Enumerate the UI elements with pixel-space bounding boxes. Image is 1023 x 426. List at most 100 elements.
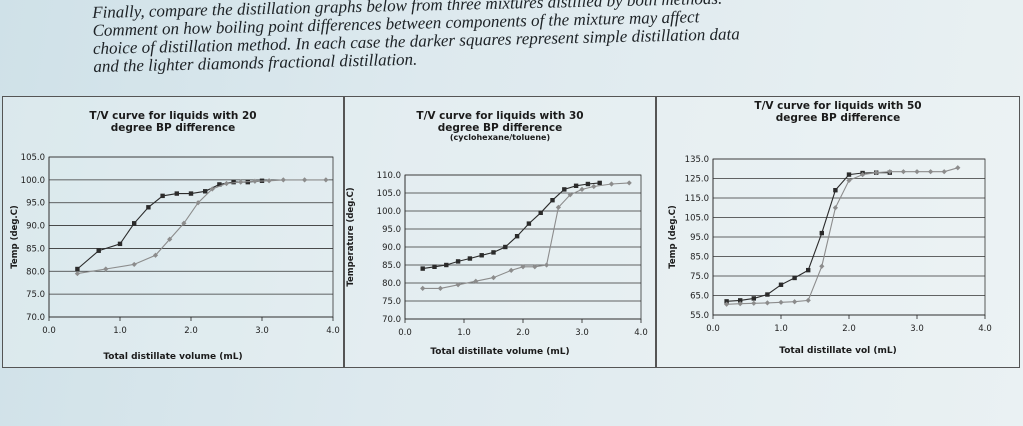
- fractional-distillation-point: [266, 178, 272, 184]
- y-tick-label: 80.0: [382, 279, 401, 289]
- fractional-distillation-point: [420, 285, 426, 291]
- x-tick-label: 1.0: [457, 328, 471, 338]
- simple-distillation-point: [444, 262, 449, 268]
- x-tick-label: 2.0: [842, 324, 856, 334]
- x-tick-label: 3.0: [255, 326, 269, 336]
- simple-distillation-point: [217, 182, 222, 187]
- fractional-distillation-point: [955, 165, 961, 171]
- fractional-distillation-point: [490, 275, 497, 281]
- fractional-distillation-point: [928, 169, 934, 175]
- fractional-distillation-point: [280, 177, 286, 183]
- fractional-distillation-point: [437, 285, 443, 291]
- fractional-distillation-point: [544, 262, 550, 268]
- y-tick-label: 95.0: [26, 199, 45, 209]
- x-tick-label: 1.0: [774, 324, 788, 334]
- fractional-distillation-point: [805, 297, 811, 303]
- y-tick-label: 55.0: [690, 311, 709, 321]
- simple-distillation-point: [432, 264, 437, 269]
- simple-distillation-point: [420, 266, 425, 271]
- simple-distillation-point: [514, 234, 520, 239]
- fractional-distillation-point: [792, 299, 798, 305]
- y-tick-label: 75.0: [26, 290, 45, 300]
- y-axis-label: Temp (deg.C): [10, 205, 20, 269]
- x-axis-label: Total distillate volume (mL): [103, 352, 242, 362]
- fractional-distillation-point: [181, 220, 187, 226]
- fractional-distillation-point: [887, 169, 893, 175]
- fractional-distillation-point: [873, 170, 879, 176]
- simple-distillation-point: [479, 253, 484, 258]
- fractional-distillation-point: [846, 177, 852, 184]
- simple-distillation-point: [160, 193, 165, 199]
- plot-area: [48, 156, 334, 318]
- y-tick-label: 75.0: [690, 272, 709, 282]
- fractional-distillation-point: [591, 183, 597, 190]
- fractional-distillation-point: [941, 169, 947, 175]
- chart-title: degree BP difference: [776, 112, 900, 124]
- chart-subtitle: (cyclohexane/toluene): [450, 133, 550, 142]
- fractional-distillation-point: [579, 186, 585, 192]
- fractional-distillation-point: [209, 186, 215, 192]
- fractional-distillation-line: [77, 179, 326, 275]
- x-tick-label: 0.0: [398, 328, 412, 338]
- fractional-distillation-point: [914, 169, 920, 175]
- chart-panel-50-degree: T/V curve for liquids with 50 degree BP d…: [656, 96, 1020, 368]
- x-tick-label: 4.0: [978, 324, 992, 334]
- x-tick-label: 2.0: [516, 328, 530, 338]
- fractional-distillation-point: [302, 177, 308, 183]
- simple-distillation-line: [77, 180, 263, 270]
- y-tick-label: 70.0: [26, 313, 45, 323]
- simple-distillation-point: [132, 221, 137, 226]
- fractional-distillation-point: [103, 266, 109, 272]
- x-tick-label: 2.0: [184, 326, 198, 336]
- fractional-distillation-point: [608, 181, 615, 187]
- simple-distillation-point: [550, 198, 555, 203]
- simple-distillation-point: [765, 292, 770, 297]
- y-tick-label: 85.0: [382, 261, 401, 271]
- x-axis-label: Total distillate volume (mL): [430, 347, 569, 357]
- simple-distillation-point: [188, 191, 194, 196]
- y-tick-label: 115.0: [685, 194, 709, 204]
- simple-distillation-point: [819, 230, 824, 236]
- y-tick-label: 85.0: [690, 253, 709, 263]
- y-tick-label: 100.0: [377, 207, 401, 217]
- x-tick-label: 3.0: [575, 328, 589, 338]
- simple-distillation-point: [538, 210, 543, 215]
- fractional-distillation-point: [764, 300, 770, 306]
- simple-distillation-point: [146, 205, 151, 210]
- fractional-distillation-point: [520, 264, 526, 270]
- simple-distillation-point: [833, 188, 838, 193]
- simple-distillation-point: [597, 180, 602, 186]
- fractional-distillation-point: [508, 267, 514, 273]
- chart-title: T/V curve for liquids with 30: [416, 110, 583, 122]
- y-tick-label: 105.0: [21, 153, 45, 163]
- fractional-distillation-point: [238, 179, 244, 185]
- simple-distillation-point: [585, 181, 591, 187]
- y-tick-label: 90.0: [26, 222, 45, 232]
- fractional-distillation-line: [422, 182, 630, 289]
- simple-distillation-point: [174, 191, 179, 196]
- simple-distillation-point: [806, 267, 811, 273]
- y-axis-label: Temperature (deg.C): [346, 187, 356, 286]
- simple-distillation-point: [75, 266, 80, 272]
- fractional-distillation-point: [323, 177, 329, 183]
- fractional-distillation-point: [167, 236, 173, 242]
- y-tick-label: 95.0: [690, 233, 709, 243]
- y-tick-label: 75.0: [382, 297, 401, 307]
- chart-title: degree BP difference: [111, 122, 235, 134]
- simple-distillation-point: [724, 299, 729, 304]
- x-axis-label: Total distillate vol (mL): [779, 346, 896, 356]
- x-tick-label: 0.0: [42, 326, 56, 336]
- x-tick-label: 4.0: [326, 326, 340, 336]
- simple-distillation-point: [778, 282, 784, 287]
- y-tick-label: 135.0: [685, 155, 709, 165]
- simple-distillation-point: [117, 241, 123, 247]
- chart-title: T/V curve for liquids with 50: [754, 100, 921, 112]
- chart-panel-20-degree: T/V curve for liquids with 20 degree BP d…: [2, 96, 344, 368]
- y-tick-label: 85.0: [26, 244, 45, 254]
- y-tick-label: 70.0: [382, 315, 401, 325]
- x-tick-label: 4.0: [634, 328, 648, 338]
- chart-panel-30-degree: T/V curve for liquids with 30 degree BP d…: [344, 96, 656, 368]
- simple-distillation-point: [846, 172, 852, 177]
